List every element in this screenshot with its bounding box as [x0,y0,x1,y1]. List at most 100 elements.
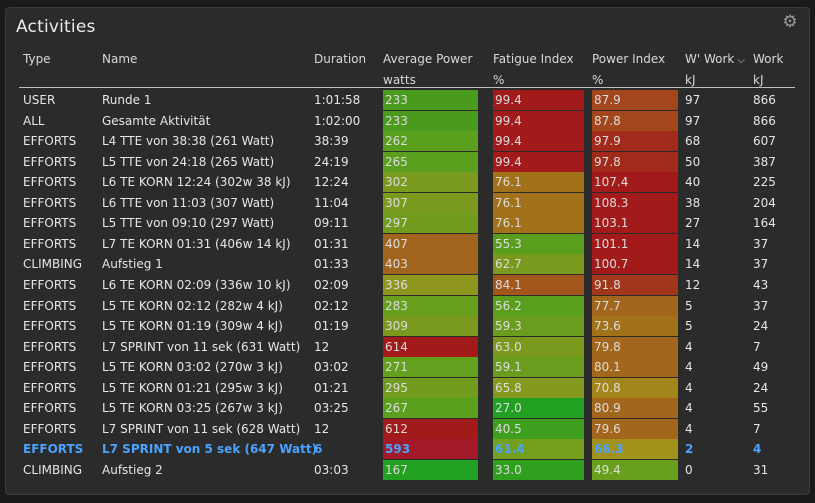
row-type: EFFORTS [23,401,77,416]
table-row[interactable]: EFFORTS L6 TTE von 11:03 (307 Watt) 11:04 3… [6,192,811,213]
row-type: CLIMBING [23,257,83,272]
header-power-index[interactable]: Power Index [592,52,666,66]
row-wprime-work: 14 [685,257,701,272]
row-duration: 01:21 [314,380,349,395]
row-average-power-bar: 407 [383,233,478,254]
row-duration: 1:02:00 [314,113,361,128]
panel-title: Activities [16,17,96,37]
header-work[interactable]: Work [753,52,784,66]
header-name[interactable]: Name [102,52,138,66]
table-row[interactable]: EFFORTS L5 TE KORN 01:21 (295w 3 kJ) 01:21… [6,377,811,398]
row-type: EFFORTS [23,380,77,395]
table-row[interactable]: EFFORTS L7 SPRINT von 11 sek (628 Watt) 12… [6,418,811,439]
table-row[interactable]: EFFORTS L5 TTE von 09:10 (297 Watt) 09:11 2… [6,213,811,234]
row-name: L5 TE KORN 02:12 (282w 4 kJ) [102,298,283,313]
row-fatigue-index-bar: 84.1 [493,274,584,295]
table-row[interactable]: EFFORTS L5 TE KORN 02:12 (282w 4 kJ) 02:12… [6,295,811,316]
table-row[interactable]: EFFORTS L6 TE KORN 12:24 (302w 38 kJ) 12:2… [6,172,811,193]
row-name: L5 TE KORN 03:25 (267w 3 kJ) [102,401,283,416]
row-work: 607 [753,134,776,149]
row-fatigue-index-bar: 99.4 [493,90,584,110]
table-row[interactable]: EFFORTS L4 TTE von 38:38 (261 Watt) 38:39 2… [6,131,811,152]
row-type: EFFORTS [23,360,77,375]
row-wprime-work: 50 [685,154,701,169]
row-fatigue-index-bar: 56.2 [493,295,584,316]
row-fatigue-index-bar: 76.1 [493,213,584,234]
row-type: EFFORTS [23,134,77,149]
row-power-index-bar: 80.9 [592,398,678,419]
row-power-index-bar: 91.8 [592,274,678,295]
header-work-unit: kJ [753,73,764,87]
row-name: L6 TE KORN 02:09 (336w 10 kJ) [102,277,291,292]
row-duration: 03:02 [314,360,349,375]
row-wprime-work: 38 [685,195,701,210]
row-fatigue-index-bar: 59.1 [493,357,584,378]
row-name: L5 TTE von 09:10 (297 Watt) [102,216,275,231]
row-wprime-work: 27 [685,216,701,231]
table-row[interactable]: EFFORTS L7 TE KORN 01:31 (406w 14 kJ) 01:3… [6,233,811,254]
row-fatigue-index-bar: 40.5 [493,418,584,439]
row-wprime-work: 4 [685,380,693,395]
row-name: L5 TE KORN 01:19 (309w 4 kJ) [102,319,283,334]
row-duration: 38:39 [314,134,349,149]
row-wprime-work: 97 [685,113,701,128]
row-wprime-work: 4 [685,339,693,354]
row-work: 49 [753,360,769,375]
row-wprime-work: 40 [685,175,701,190]
row-name: L4 TTE von 38:38 (261 Watt) [102,134,275,149]
row-average-power-bar: 295 [383,377,478,398]
row-power-index-bar: 70.8 [592,377,678,398]
table-row[interactable]: EFFORTS L5 TE KORN 01:19 (309w 4 kJ) 01:19… [6,316,811,337]
row-wprime-work: 4 [685,401,693,416]
row-average-power-bar: 271 [383,357,478,378]
row-power-index-bar: 100.7 [592,254,678,275]
row-fatigue-index-bar: 33.0 [493,459,584,480]
row-power-index-bar: 107.4 [592,172,678,193]
table-row[interactable]: EFFORTS L7 SPRINT von 11 sek (631 Watt) 12… [6,336,811,357]
row-type: EFFORTS [23,154,77,169]
row-work: 225 [753,175,776,190]
table-row[interactable]: EFFORTS L6 TE KORN 02:09 (336w 10 kJ) 02:0… [6,274,811,295]
row-wprime-work: 5 [685,298,693,313]
row-work: 7 [753,421,761,436]
row-work: 24 [753,380,769,395]
table-row[interactable]: CLIMBING Aufstieg 2 03:03 167 33.0 49.4 0 31 [6,459,811,480]
row-power-index-bar: 79.8 [592,336,678,357]
row-average-power-bar: 336 [383,274,478,295]
row-wprime-work: 14 [685,236,701,251]
header-wprime-work[interactable]: W' Work ⌵ [685,52,745,66]
row-average-power-bar: 283 [383,295,478,316]
table-row[interactable]: EFFORTS L5 TE KORN 03:25 (267w 3 kJ) 03:25… [6,398,811,419]
row-work: 866 [753,113,776,128]
row-duration: 24:19 [314,154,349,169]
row-name: Aufstieg 1 [102,257,163,272]
row-type: EFFORTS [23,421,77,436]
table-row[interactable]: USER Runde 1 1:01:58 233 99.4 87.9 97 866 [6,90,811,110]
row-type: CLIMBING [23,462,83,477]
row-average-power-bar: 233 [383,110,478,131]
row-type: USER [23,93,56,107]
table-row[interactable]: CLIMBING Aufstieg 1 01:33 403 62.7 100.7 14 37 [6,254,811,275]
header-duration[interactable]: Duration [314,52,367,66]
row-power-index-bar: 80.1 [592,357,678,378]
header-type[interactable]: Type [23,52,51,66]
row-fatigue-index-bar: 61.4 [493,439,584,460]
row-work: 55 [753,401,769,416]
row-work: 387 [753,154,776,169]
table-row[interactable]: EFFORTS L7 SPRINT von 5 sek (647 Watt) 6 59… [6,439,811,460]
row-duration: 09:11 [314,216,349,231]
row-fatigue-index-bar: 27.0 [493,398,584,419]
row-type: EFFORTS [23,298,77,313]
row-name: L7 TE KORN 01:31 (406w 14 kJ) [102,236,291,251]
header-average-power[interactable]: Average Power [383,52,473,66]
gear-icon[interactable]: ⚙ [782,12,798,32]
table-row[interactable]: ALL Gesamte Aktivität 1:02:00 233 99.4 87.8 97… [6,110,811,131]
row-duration: 6 [314,442,323,457]
header-fatigue-index[interactable]: Fatigue Index [493,52,574,66]
header-wprime-work-unit: kJ [685,73,696,87]
row-fatigue-index-bar: 99.4 [493,131,584,152]
row-wprime-work: 12 [685,277,701,292]
table-row[interactable]: EFFORTS L5 TE KORN 03:02 (270w 3 kJ) 03:02… [6,357,811,378]
row-fatigue-index-bar: 76.1 [493,172,584,193]
table-row[interactable]: EFFORTS L5 TTE von 24:18 (265 Watt) 24:19 2… [6,151,811,172]
